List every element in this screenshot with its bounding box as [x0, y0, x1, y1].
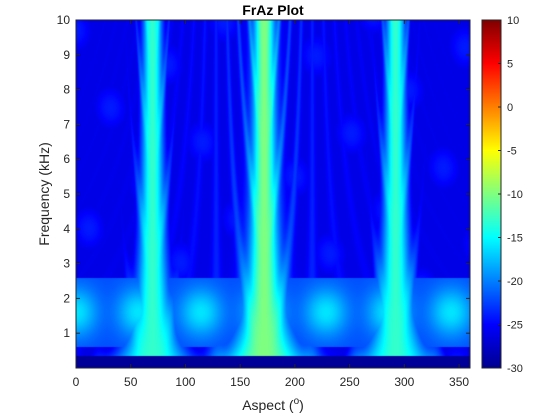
x-axis-unit-close: )	[299, 397, 304, 413]
x-axis-label: Aspect (o)	[242, 396, 304, 413]
x-tick-label: 350	[449, 375, 469, 389]
y-tick-label: 8	[63, 83, 70, 97]
x-tick-label: 250	[340, 375, 360, 389]
heatmap-area	[76, 20, 470, 368]
colorbar-tick-label: -10	[507, 189, 523, 201]
y-tick-label: 2	[63, 291, 70, 305]
y-tick-label: 7	[63, 117, 70, 131]
colorbar-tick-label: 10	[507, 15, 519, 27]
y-tick-label: 9	[63, 48, 70, 62]
colorbar-tick-label: 5	[507, 59, 513, 71]
x-axis: 0 50 100 150 200 250 300 350	[73, 20, 469, 389]
x-axis-label-text: Aspect	[242, 397, 285, 413]
y-tick-label: 6	[63, 152, 70, 166]
heatmap-image	[76, 20, 470, 368]
x-tick-label: 100	[175, 375, 195, 389]
y-tick-label: 10	[57, 13, 71, 27]
x-tick-label: 300	[394, 375, 414, 389]
y-tick-label: 4	[63, 222, 70, 236]
colorbar-tick-label: 0	[507, 102, 513, 114]
x-tick-label: 200	[285, 375, 305, 389]
y-tick-label: 1	[63, 326, 70, 340]
chart-title: FrAz Plot	[242, 2, 304, 18]
y-axis: 1 2 3 4 5 6 7 8 9 10	[57, 13, 470, 340]
colorbar-tick-label: -25	[507, 320, 523, 332]
x-tick-label: 150	[230, 375, 250, 389]
colorbar-tick-label: -20	[507, 276, 523, 288]
x-axis-unit-degree: o	[294, 396, 300, 407]
colorbar-tick-label: -30	[507, 363, 523, 375]
colorbar-tick-label: -15	[507, 233, 523, 245]
colorbar-tick-label: -5	[507, 146, 517, 158]
x-tick-label: 50	[124, 375, 138, 389]
y-tick-label: 3	[63, 257, 70, 271]
y-axis-label: Frequency (kHz)	[36, 142, 52, 245]
x-tick-label: 0	[73, 375, 80, 389]
x-axis-unit-open: (	[289, 397, 294, 413]
y-tick-label: 5	[63, 187, 70, 201]
colorbar-axis: 10 5 0 -5 -10 -15 -20 -25 -30	[498, 15, 523, 375]
